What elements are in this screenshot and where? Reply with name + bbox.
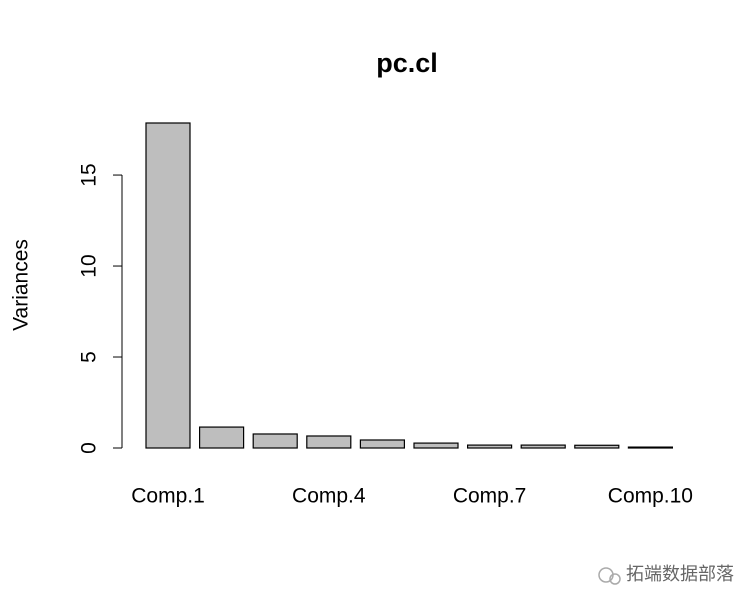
x-tick-label: Comp.4 xyxy=(292,485,366,508)
x-tick-label: Comp.7 xyxy=(453,485,527,508)
watermark: 拓端数据部落 xyxy=(626,564,734,584)
x-tick-label: Comp.1 xyxy=(131,485,205,508)
bar xyxy=(306,435,352,449)
bar xyxy=(199,426,245,449)
chart-title: pc.cl xyxy=(376,48,438,78)
bar xyxy=(467,444,513,449)
x-tick-label: Comp.10 xyxy=(608,485,693,508)
bar xyxy=(574,444,620,449)
bar xyxy=(413,442,459,449)
bar xyxy=(359,439,405,449)
y-tick-label: 15 xyxy=(78,163,101,186)
bar xyxy=(627,446,674,449)
y-tick-label: 0 xyxy=(78,442,101,454)
y-tick-label: 5 xyxy=(78,351,101,363)
bar xyxy=(520,444,566,449)
watermark-icon xyxy=(598,567,621,585)
bar xyxy=(145,122,191,449)
bar xyxy=(252,433,298,449)
y-tick-label: 10 xyxy=(78,254,101,277)
y-axis-label: Variances xyxy=(10,239,33,331)
